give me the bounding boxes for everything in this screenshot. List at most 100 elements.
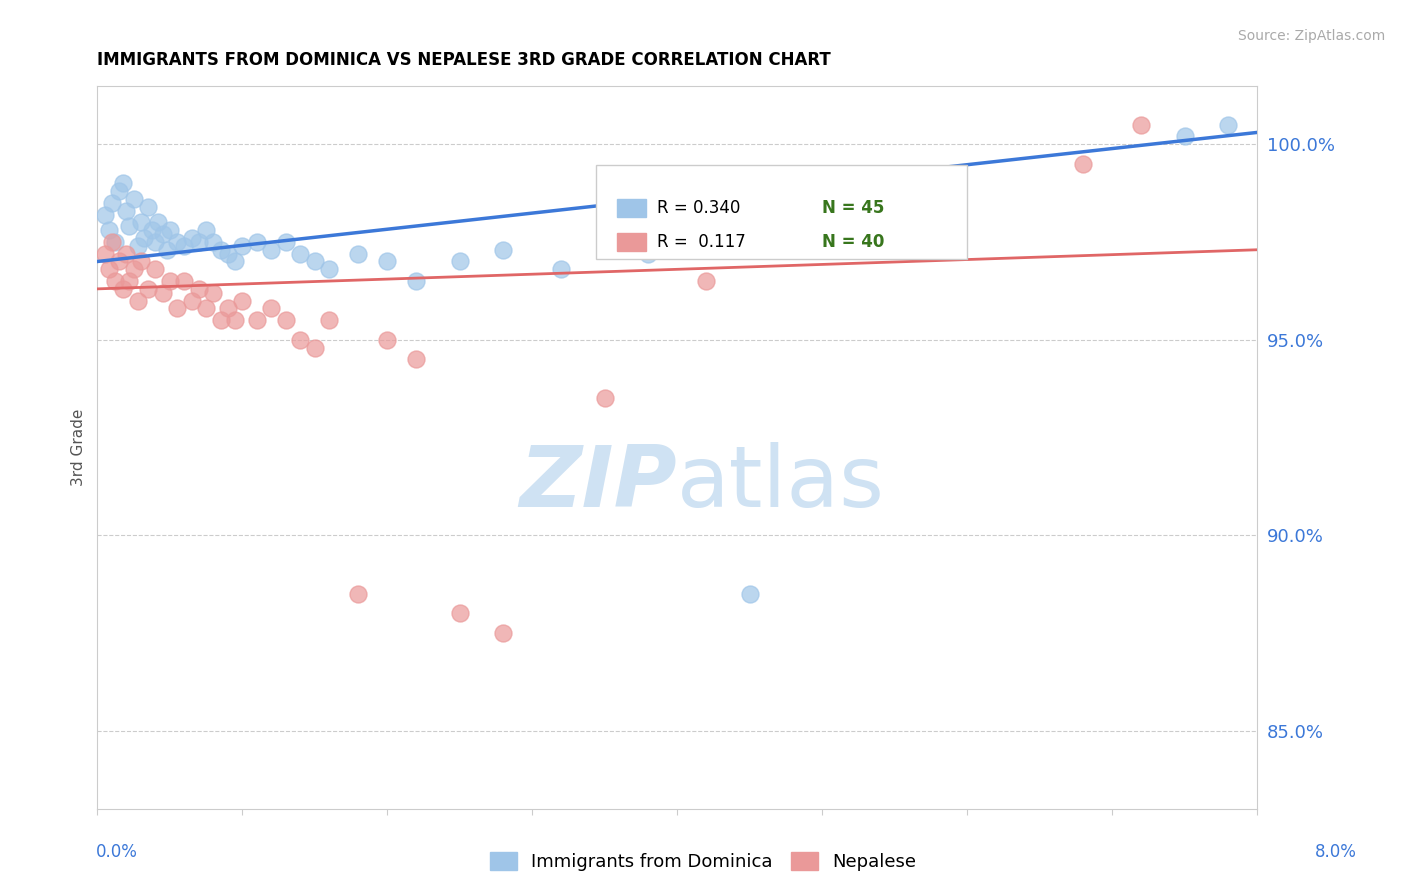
Point [274,313,297,327]
Point [290,246,312,260]
Point [166,301,188,316]
Point [159,223,181,237]
Point [246,313,269,327]
Point [695,274,717,288]
Point [159,274,181,288]
Point [405,352,427,367]
Point [112,282,135,296]
Point [217,301,239,316]
Point [187,282,209,296]
Bar [617,199,645,217]
Point [550,262,572,277]
Point [1174,129,1197,144]
Point [224,254,246,268]
Point [152,227,174,241]
Point [260,301,283,316]
Point [260,243,283,257]
Text: R =  0.117: R = 0.117 [658,234,747,252]
Point [209,243,232,257]
Point [180,231,202,245]
Point [166,235,188,249]
Point [274,235,297,249]
Point [449,607,471,621]
Text: N = 45: N = 45 [823,199,884,217]
Bar [617,234,645,252]
Text: IMMIGRANTS FROM DOMINICA VS NEPALESE 3RD GRADE CORRELATION CHART: IMMIGRANTS FROM DOMINICA VS NEPALESE 3RD… [97,51,831,69]
Text: ZIP: ZIP [520,442,678,524]
Point [132,231,155,245]
Point [492,243,515,257]
Point [101,235,124,249]
Point [187,235,209,249]
Point [224,313,246,327]
Point [93,208,115,222]
Point [127,239,149,253]
Legend: Immigrants from Dominica, Nepalese: Immigrants from Dominica, Nepalese [482,845,924,879]
Point [304,341,326,355]
Point [290,333,312,347]
Point [492,626,515,640]
Point [143,262,166,277]
Point [637,246,659,260]
Point [318,313,340,327]
Point [318,262,340,277]
Point [347,587,370,601]
Point [115,246,138,260]
Point [217,246,239,260]
Point [101,195,124,210]
Point [449,254,471,268]
Point [93,246,115,260]
Point [122,192,145,206]
Point [738,587,761,601]
Point [405,274,427,288]
Point [156,243,179,257]
Point [115,203,138,218]
Point [593,392,616,406]
Point [347,246,370,260]
Point [97,262,120,277]
Point [304,254,326,268]
Point [180,293,202,308]
Point [136,282,159,296]
FancyBboxPatch shape [596,165,967,260]
Point [129,215,152,229]
Point [1130,118,1153,132]
Text: N = 40: N = 40 [823,234,884,252]
Point [108,184,131,198]
Text: 0.0%: 0.0% [96,843,138,861]
Point [127,293,149,308]
Point [195,301,218,316]
Point [202,285,225,300]
Text: 8.0%: 8.0% [1315,843,1357,861]
Point [108,254,131,268]
Point [152,285,174,300]
Point [202,235,225,249]
Point [141,223,163,237]
Text: R = 0.340: R = 0.340 [658,199,741,217]
Point [195,223,218,237]
Point [129,254,152,268]
Point [231,293,253,308]
Point [148,215,170,229]
Point [136,200,159,214]
Text: atlas: atlas [678,442,886,524]
Point [112,176,135,190]
Point [375,333,398,347]
Point [122,262,145,277]
Point [209,313,232,327]
Point [173,274,195,288]
Text: Source: ZipAtlas.com: Source: ZipAtlas.com [1237,29,1385,43]
Point [118,219,141,234]
Point [97,223,120,237]
Point [173,239,195,253]
Point [104,274,127,288]
Point [118,274,141,288]
Point [143,235,166,249]
Point [246,235,269,249]
Point [1071,157,1094,171]
Point [375,254,398,268]
Point [231,239,253,253]
Y-axis label: 3rd Grade: 3rd Grade [72,409,86,486]
Point [1216,118,1239,132]
Point [104,235,127,249]
